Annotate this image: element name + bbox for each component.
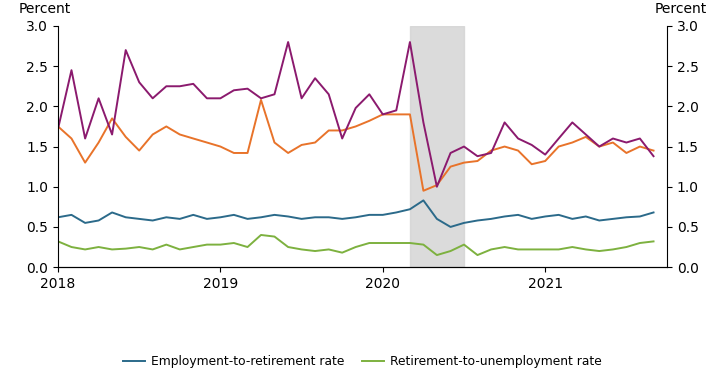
Text: Percent: Percent [18,2,70,16]
Bar [410,26,464,267]
Legend: Employment-to-retirement rate, Retirement-to-employment rate, Retirement-to-unem: Employment-to-retirement rate, Retiremen… [118,350,607,371]
Text: Percent: Percent [655,2,707,16]
